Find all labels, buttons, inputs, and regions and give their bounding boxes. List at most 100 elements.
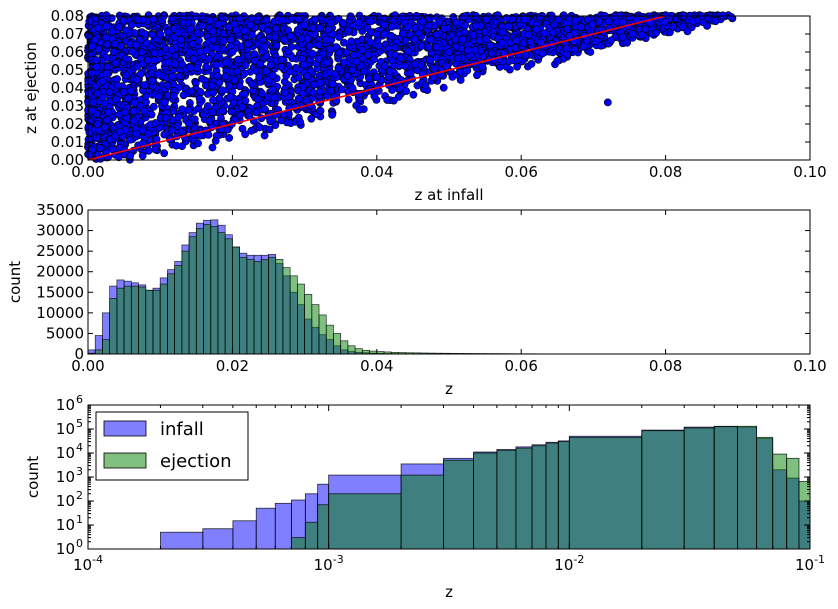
scatter-point	[458, 35, 467, 44]
scatter-point	[527, 60, 536, 68]
ejection-bar	[473, 452, 498, 550]
y-tick-label: 35000	[36, 201, 84, 219]
scatter-point	[538, 49, 547, 58]
scatter-point	[209, 35, 218, 44]
scatter-point	[243, 40, 252, 48]
scatter-point	[130, 98, 139, 107]
scatter-point	[143, 39, 151, 48]
x-tick-label: 0.08	[649, 163, 682, 181]
scatter-point	[119, 16, 128, 25]
y-tick-exponent: 3	[76, 465, 83, 478]
scatter-point	[174, 113, 183, 121]
scatter-point	[347, 37, 356, 46]
scatter-point	[429, 64, 438, 73]
scatter-point	[121, 54, 130, 63]
scatter-point	[388, 86, 396, 94]
ejection-bar	[195, 228, 204, 355]
ejection-bar	[94, 349, 103, 355]
ejection-bar	[181, 250, 190, 355]
scatter-point	[91, 36, 99, 44]
y-tick-label: 0.08	[51, 7, 84, 25]
ejection-bar	[246, 259, 255, 355]
scatter-point	[119, 88, 128, 96]
ejection-bar	[102, 339, 111, 355]
scatter-point	[221, 72, 230, 81]
scatter-point	[352, 57, 361, 66]
scatter-point	[349, 51, 358, 59]
scatter-point	[212, 61, 221, 69]
scatter-point	[112, 95, 120, 104]
ejection-bar	[798, 481, 811, 550]
scatter-point	[343, 72, 352, 80]
ejection-bar	[400, 474, 444, 550]
ejection-bar	[318, 314, 327, 355]
scatter-point	[227, 107, 236, 116]
scatter-point	[316, 106, 324, 115]
scatter-point	[214, 20, 222, 29]
scatter-point	[322, 35, 331, 44]
scatter-point	[451, 35, 460, 44]
ejection-bar	[217, 232, 226, 355]
scatter-y-axis-label: z at ejection	[22, 42, 40, 134]
scatter-point	[196, 87, 205, 96]
scatter-point	[204, 130, 213, 139]
y-tick-label: 10	[56, 516, 75, 534]
ejection-bar	[311, 304, 320, 355]
scatter-point	[400, 62, 409, 70]
scatter-panel: 0.00 0.02 0.04 0.06 0.08 0.10 0.000.010.020.0…	[22, 7, 827, 204]
scatter-point	[570, 28, 579, 37]
scatter-point	[203, 102, 212, 110]
x-tick-label: 0.08	[649, 357, 682, 375]
scatter-point	[194, 36, 203, 45]
scatter-point	[315, 23, 324, 32]
scatter-point	[167, 46, 176, 54]
scatter-point	[175, 83, 183, 92]
scatter-point	[138, 151, 147, 160]
scatter-point	[140, 81, 149, 90]
y-tick-exponent: 2	[76, 489, 83, 502]
scatter-point	[432, 30, 441, 39]
log-histogram-bars	[160, 425, 811, 550]
scatter-point	[122, 71, 131, 80]
scatter-point	[308, 49, 317, 58]
scatter-point	[85, 17, 94, 26]
scatter-point	[154, 70, 163, 79]
scatter-point	[225, 133, 234, 142]
scatter-point	[115, 127, 124, 136]
scatter-point	[175, 72, 184, 80]
scatter-point	[218, 13, 226, 21]
scatter-point	[106, 135, 114, 144]
scatter-point	[271, 121, 280, 129]
ejection-bar	[210, 226, 219, 355]
scatter-point	[269, 85, 277, 94]
scatter-point	[435, 17, 444, 26]
scatter-point	[115, 23, 123, 32]
scatter-point	[222, 58, 231, 67]
scatter-point	[303, 72, 312, 81]
scatter-point	[563, 50, 571, 59]
scatter-point	[251, 108, 260, 117]
scatter-point	[628, 30, 637, 39]
scatter-point	[139, 107, 148, 115]
scatter-point	[571, 45, 579, 54]
ejection-bar	[224, 238, 233, 355]
scatter-point	[418, 17, 427, 26]
scatter-point	[452, 18, 461, 27]
scatter-point	[294, 15, 303, 24]
y-tick-exponent: 4	[76, 441, 83, 454]
x-tick-label: 10-1	[795, 553, 825, 574]
scatter-point	[114, 153, 123, 162]
scatter-point	[478, 62, 487, 71]
y-tick-label: 0.05	[51, 61, 84, 79]
scatter-point	[385, 67, 394, 76]
linear-histogram-y-ticks: 0 5000 10000 15000 20000 25000 30000 35000	[36, 201, 810, 363]
scatter-point	[184, 119, 193, 128]
scatter-point	[89, 98, 98, 107]
scatter-point	[196, 47, 205, 56]
scatter-point	[547, 11, 556, 20]
ejection-bar	[188, 236, 197, 355]
scatter-point	[360, 67, 369, 76]
scatter-point	[186, 63, 195, 72]
scatter-point	[218, 86, 227, 95]
